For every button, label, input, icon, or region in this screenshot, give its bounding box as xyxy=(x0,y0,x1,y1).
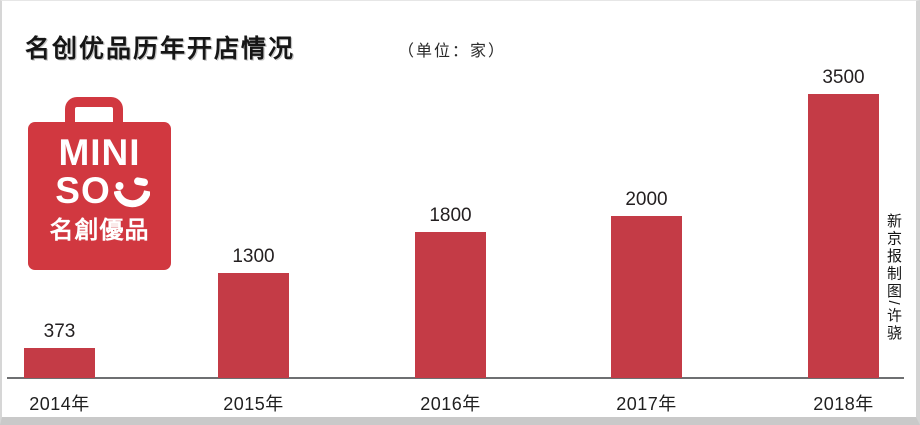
bar-2015: 1300 xyxy=(218,246,289,378)
x-tick-label-2017: 2017年 xyxy=(616,394,677,414)
x-axis-line xyxy=(7,377,904,379)
bar-group-2015: 1300 2015年 xyxy=(218,246,289,414)
bar-group-2018: 3500 2018年 xyxy=(808,67,879,414)
logo-text-cjk: 名創優品 xyxy=(49,217,150,244)
bar-value-label: 1800 xyxy=(429,205,472,226)
unit-label: （单位：家） xyxy=(398,43,507,60)
x-tick-label-2015: 2015年 xyxy=(223,394,284,414)
bar-chart: 373 2014年 1300 2015年 1800 2016年 2000 201… xyxy=(2,1,916,417)
bar-group-2016: 1800 2016年 xyxy=(415,205,486,414)
bar-value-label: 1300 xyxy=(232,246,275,267)
winking-smiley-icon xyxy=(113,175,151,220)
bar-2016: 1800 xyxy=(415,205,486,378)
bar-value-label: 3500 xyxy=(822,67,865,88)
bar-2018: 3500 xyxy=(808,67,879,378)
logo-text-so: SO xyxy=(55,170,111,211)
credit-vertical-text: 新京报制图/许骁 xyxy=(885,213,902,343)
logo-text-mini: MINI xyxy=(58,132,141,173)
bar-value-label: 373 xyxy=(43,321,76,342)
shopping-bag-body: MINI SO 名創優品 xyxy=(28,122,171,270)
shopping-bag-handle-icon xyxy=(65,97,123,135)
x-tick-label-2014: 2014年 xyxy=(29,394,90,414)
bar-value-label: 2000 xyxy=(625,189,668,210)
x-tick-label-2018: 2018年 xyxy=(813,394,874,414)
bar-2017: 2000 xyxy=(611,189,682,378)
bar-group-2014: 373 2014年 xyxy=(24,321,95,414)
bar-2014: 373 xyxy=(24,321,95,378)
page-title: 名创优品历年开店情况 xyxy=(25,36,296,63)
bar-group-2017: 2000 2017年 xyxy=(611,189,682,414)
x-tick-label-2016: 2016年 xyxy=(420,394,481,414)
logo-so-row: SO xyxy=(28,170,171,212)
